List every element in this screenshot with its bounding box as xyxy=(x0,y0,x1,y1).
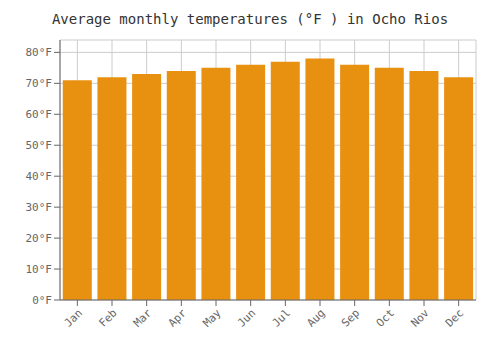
svg-text:Jun: Jun xyxy=(235,306,258,329)
svg-text:20°F: 20°F xyxy=(26,232,53,245)
svg-text:Apr: Apr xyxy=(166,306,190,330)
svg-text:Mar: Mar xyxy=(131,306,155,330)
svg-text:Jul: Jul xyxy=(270,306,293,329)
svg-text:40°F: 40°F xyxy=(26,170,53,183)
svg-text:60°F: 60°F xyxy=(26,108,53,121)
svg-text:Aug: Aug xyxy=(304,306,327,329)
svg-text:0°F: 0°F xyxy=(32,294,52,307)
svg-text:50°F: 50°F xyxy=(26,139,53,152)
svg-text:Nov: Nov xyxy=(408,306,432,330)
svg-text:May: May xyxy=(200,306,224,330)
html-text:Average monthly temperatures (: Average monthly temperatures (°F ) in Oc… xyxy=(51,11,449,27)
svg-text:Feb: Feb xyxy=(96,306,119,329)
svg-text:10°F: 10°F xyxy=(26,263,53,276)
svg-text:80°F: 80°F xyxy=(26,46,53,59)
svg-text:Oct: Oct xyxy=(374,306,397,329)
svg-text:Sep: Sep xyxy=(339,306,362,329)
svg-text:30°F: 30°F xyxy=(26,201,53,214)
svg-text:70°F: 70°F xyxy=(26,77,53,90)
svg-text:Dec: Dec xyxy=(443,306,466,329)
svg-text:Jan: Jan xyxy=(62,306,85,329)
